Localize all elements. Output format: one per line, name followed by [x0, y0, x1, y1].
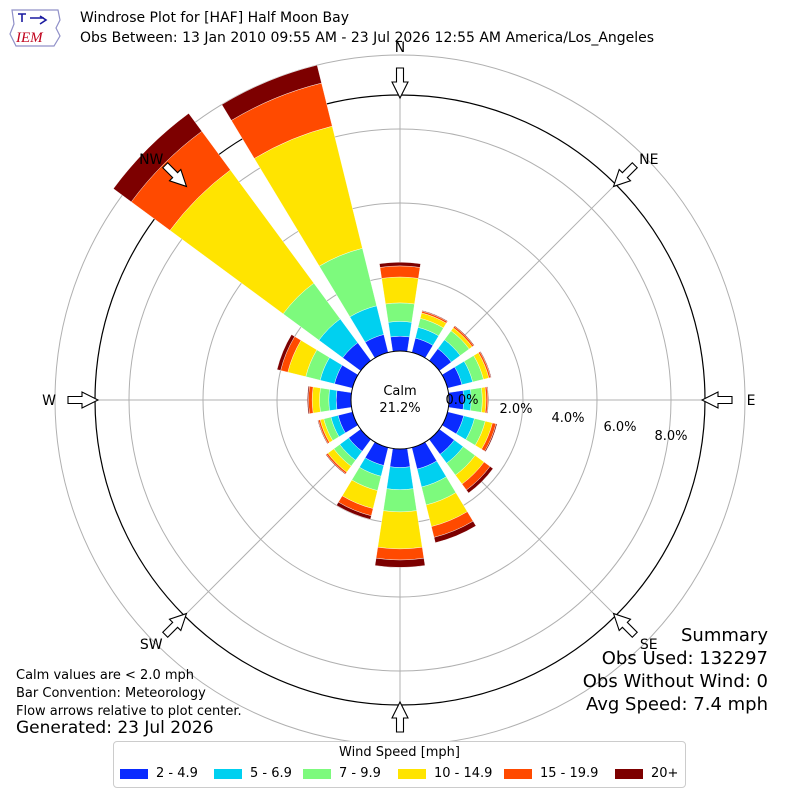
- flow-arrow: [161, 161, 188, 188]
- flow-arrow: [67, 391, 100, 409]
- bar-S-2: [386, 466, 414, 490]
- note-convention: Bar Convention: Meteorology: [16, 686, 206, 701]
- legend-swatch: [303, 768, 331, 779]
- bar-SE-6: [466, 466, 494, 494]
- legend-swatch: [398, 768, 426, 779]
- compass-label: SE: [640, 637, 658, 653]
- legend: Wind Speed [mph] 2 - 4.9 5 - 6.9 7 - 9.9…: [113, 741, 686, 788]
- legend-label: 7 - 9.9: [339, 766, 381, 781]
- direction-arrows: NNEESESSWWNW: [42, 40, 755, 762]
- bar-N-5: [379, 265, 421, 279]
- legend-label: 20+: [651, 766, 679, 781]
- bar-N-3: [385, 302, 415, 323]
- chart-subtitle: Obs Between: 13 Jan 2010 09:55 AM - 23 J…: [80, 30, 655, 46]
- flow-arrow: [612, 612, 639, 639]
- note-calm: Calm values are < 2.0 mph: [16, 668, 195, 683]
- flow-arrow: [161, 612, 188, 639]
- r-tick-label: 8.0%: [654, 429, 687, 444]
- calm-value: 21.2%: [379, 401, 420, 416]
- bar-NW-6: [113, 113, 203, 203]
- bar-WSW-6: [317, 419, 329, 445]
- generated-date: Generated: 23 Jul 2026: [16, 718, 214, 738]
- summary-avg-speed: Avg Speed: 7.4 mph: [586, 694, 768, 715]
- calm-label: Calm: [383, 384, 416, 399]
- summary-obs-without-wind: Obs Without Wind: 0: [582, 671, 768, 692]
- legend-swatch: [214, 768, 242, 779]
- flow-arrow: [700, 391, 733, 409]
- note-flow: Flow arrows relative to plot center.: [16, 704, 242, 719]
- compass-label: SW: [140, 637, 163, 653]
- compass-label: NE: [639, 152, 658, 168]
- bar-N-1: [390, 335, 410, 352]
- compass-label: W: [42, 393, 56, 409]
- legend-item: 7 - 9.9: [303, 766, 381, 781]
- chart-title: Windrose Plot for [HAF] Half Moon Bay: [80, 10, 350, 26]
- summary-title: Summary: [681, 625, 768, 646]
- legend-label: 15 - 19.9: [540, 766, 599, 781]
- summary-box: Summary Obs Used: 132297 Obs Without Win…: [583, 624, 768, 716]
- legend-label: 2 - 4.9: [156, 766, 198, 781]
- notes: Calm values are < 2.0 mph Bar Convention…: [16, 667, 242, 721]
- legend-swatch: [504, 768, 532, 779]
- legend-swatch: [615, 768, 643, 779]
- bar-WNW-6: [276, 334, 295, 371]
- bar-W-4: [311, 386, 321, 414]
- bar-ENE-6: [479, 351, 492, 378]
- compass-label: NW: [139, 152, 163, 168]
- bar-SW-6: [325, 454, 346, 475]
- bar-W-3: [319, 387, 330, 413]
- bar-S-1: [389, 448, 411, 468]
- legend-label: 5 - 6.9: [250, 766, 292, 781]
- bar-W-1: [335, 390, 352, 410]
- legend-item: 15 - 19.9: [504, 766, 598, 781]
- calm-circle: [350, 350, 450, 450]
- bar-SSE-6: [433, 520, 477, 543]
- bar-NE-6: [454, 325, 475, 346]
- bar-W-6: [307, 385, 310, 415]
- bar-S-6: [374, 557, 426, 568]
- flow-arrow: [612, 161, 639, 188]
- bar-S-3: [383, 488, 417, 513]
- bar-N-6: [379, 262, 421, 268]
- legend-item: 20+: [615, 766, 678, 781]
- bar-NNE-6: [421, 310, 448, 322]
- compass-label: N: [395, 40, 405, 56]
- compass-label: E: [747, 393, 756, 409]
- bar-S-5: [375, 546, 425, 561]
- bar-ESE-6: [484, 423, 498, 452]
- bar-E-6: [486, 386, 489, 414]
- legend-item: 10 - 14.9: [398, 766, 492, 781]
- legend-item: 5 - 6.9: [214, 766, 292, 781]
- r-tick-label: 4.0%: [551, 411, 584, 426]
- summary-obs-used: Obs Used: 132297: [601, 648, 768, 669]
- r-tick-label: 2.0%: [499, 402, 532, 417]
- bar-W-2: [328, 389, 338, 411]
- flow-arrow: [391, 700, 409, 733]
- logo-text: IEM: [15, 30, 44, 46]
- bar-S-4: [377, 510, 423, 550]
- legend-swatch: [120, 768, 148, 779]
- bar-N-4: [381, 276, 419, 305]
- legend-items: 2 - 4.9 5 - 6.9 7 - 9.9 10 - 14.9 15 - 1…: [120, 766, 679, 784]
- windrose-bars: [113, 64, 498, 568]
- r-tick-label: 6.0%: [603, 420, 636, 435]
- iem-logo: IEM: [9, 9, 61, 47]
- bar-SSW-6: [336, 501, 372, 520]
- legend-item: 2 - 4.9: [120, 766, 198, 781]
- r-tick-label: 0.0%: [445, 393, 478, 408]
- legend-title: Wind Speed [mph]: [339, 745, 460, 760]
- legend-label: 10 - 14.9: [434, 766, 493, 781]
- bar-NNW-6: [221, 64, 322, 121]
- chart-overlay: Calm 21.2%: [350, 350, 450, 450]
- radial-tick-labels: 0.0% 2.0% 4.0% 6.0% 8.0%: [445, 393, 687, 444]
- flow-arrow: [391, 67, 409, 100]
- bar-N-2: [388, 321, 412, 338]
